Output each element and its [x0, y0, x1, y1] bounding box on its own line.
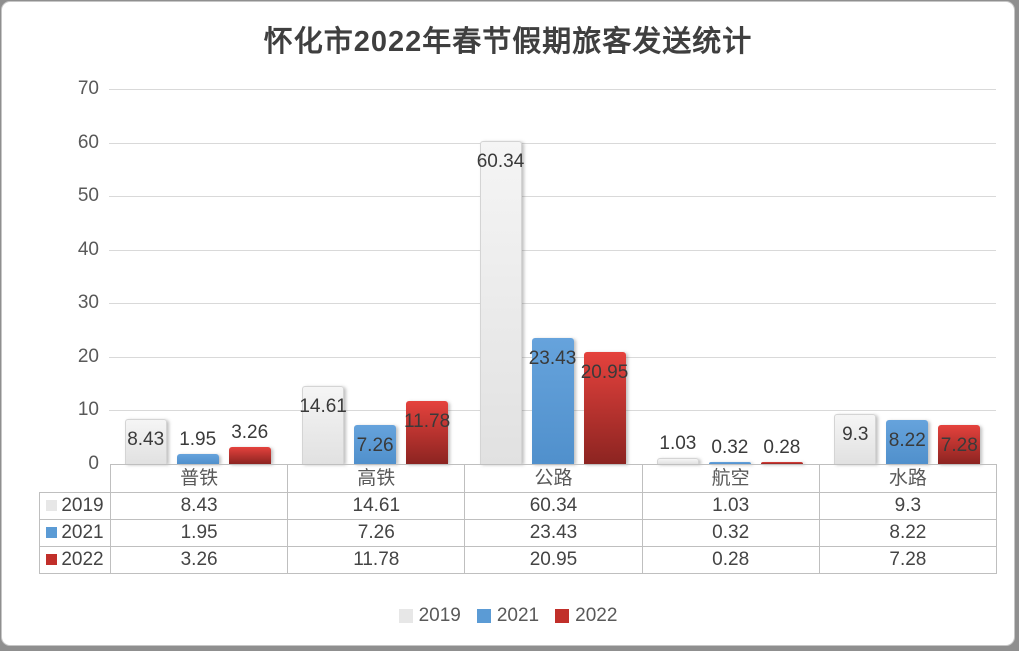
table-value-cell: 11.78: [287, 546, 466, 574]
table-category-header: 水路: [818, 464, 998, 493]
y-tick-label: 0: [88, 453, 99, 474]
bar-2022-公路: [583, 352, 626, 464]
bar-2022-水路: [938, 425, 981, 464]
y-tick-label: 30: [77, 292, 99, 314]
legend-label: 2022: [575, 605, 618, 626]
table-value-cell: 60.34: [464, 492, 643, 520]
y-tick-label: 70: [77, 78, 99, 99]
bar-2021-公路: [531, 338, 574, 464]
bar-2019-普铁: [124, 419, 167, 464]
bar-2019-高铁: [302, 386, 345, 464]
chart-legend: 2019 2021 2022: [2, 605, 1014, 627]
table-row: 2022 3.26 11.78 20.95 0.28 7.28: [39, 546, 998, 574]
legend-label: 2019: [418, 605, 461, 626]
legend-swatch-icon: [555, 609, 570, 623]
bar-value-label: 7.26: [356, 435, 394, 456]
table-value-cell: 8.43: [109, 492, 289, 520]
table-corner-cell: [40, 465, 111, 493]
table-row: 2021 1.95 7.26 23.43 0.32 8.22: [39, 519, 998, 547]
table-category-header: 普铁: [109, 464, 289, 493]
table-value-cell: 9.3: [818, 492, 998, 520]
plot-area: 8.43 1.95 3.26 14.61 7.26 11.78 60.34 23.43 20.9…: [109, 89, 996, 464]
table-category-header: 航空: [641, 464, 820, 493]
table-value-cell: 20.95: [464, 546, 643, 574]
table-series-header: 2022: [39, 546, 111, 574]
gridline: [109, 303, 996, 305]
table-value-cell: 1.95: [109, 519, 289, 547]
bar-value-label: 1.03: [659, 433, 697, 454]
table-series-header: 2019: [39, 492, 111, 520]
table-row: 2019 8.43 14.61 60.34 1.03 9.3: [39, 492, 998, 520]
table-value-cell: 14.61: [287, 492, 466, 520]
bar-2021-高铁: [354, 425, 397, 464]
y-tick-label: 40: [77, 238, 99, 260]
table-value-cell: 23.43: [464, 519, 643, 547]
bar-2021-航空: [708, 462, 751, 464]
legend-label: 2021: [496, 605, 540, 626]
gridline: [109, 142, 996, 144]
series-color-swatch-icon: [46, 500, 58, 511]
table-category-header: 高铁: [287, 464, 466, 493]
bar-2021-水路: [886, 420, 929, 464]
y-tick-label: 60: [77, 131, 99, 153]
table-category-header: 公路: [464, 464, 643, 493]
series-color-swatch-icon: [46, 527, 58, 538]
legend-swatch-icon: [398, 609, 413, 623]
bar-2021-普铁: [176, 454, 219, 464]
legend-item-2022: 2022: [555, 605, 617, 627]
gridline: [109, 196, 996, 198]
bar-value-label: 7.28: [940, 435, 978, 456]
bar-value-label: 0.28: [763, 437, 801, 458]
bar-2019-航空: [656, 458, 699, 464]
series-name: 2022: [61, 549, 104, 570]
bar-2019-公路: [479, 141, 522, 464]
legend-item-2019: 2019: [398, 605, 461, 627]
bar-value-label: 0.32: [711, 437, 749, 458]
y-axis: 70 60 50 40 30 20 10 0: [2, 79, 99, 474]
legend-item-2021: 2021: [476, 605, 540, 627]
legend-swatch-icon: [476, 609, 491, 623]
bar-value-label: 3.26: [231, 422, 269, 443]
bar-value-label: 8.22: [888, 430, 926, 451]
bar-value-label: 60.34: [476, 151, 525, 172]
bar-value-label: 8.43: [127, 429, 165, 450]
series-name: 2019: [61, 495, 104, 516]
table-value-cell: 0.28: [641, 546, 820, 574]
table-value-cell: 0.32: [641, 519, 820, 547]
series-color-swatch-icon: [46, 554, 58, 565]
table-value-cell: 1.03: [641, 492, 820, 520]
gridline: [109, 249, 996, 251]
bar-2022-普铁: [228, 447, 271, 464]
bar-value-label: 1.95: [179, 429, 217, 450]
table-value-cell: 8.22: [818, 519, 998, 547]
bar-value-label: 11.78: [404, 411, 451, 432]
data-table: 普铁 高铁 公路 航空 水路 2019 8.43 14.61 60.34 1.03 9.3 2021 1…: [39, 464, 998, 574]
bar-value-label: 9.3: [842, 424, 869, 445]
table-value-cell: 3.26: [109, 546, 289, 574]
table-value-cell: 7.26: [287, 519, 466, 547]
y-tick-label: 10: [77, 399, 99, 421]
bar-2022-高铁: [406, 401, 449, 464]
table-value-cell: 7.28: [818, 546, 998, 574]
table-series-header: 2021: [39, 519, 111, 547]
y-tick-label: 20: [77, 345, 99, 367]
bar-2019-水路: [834, 414, 877, 464]
bar-value-label: 14.61: [299, 396, 347, 417]
bar-value-label: 20.95: [580, 362, 629, 383]
series-name: 2021: [61, 522, 104, 543]
y-tick-label: 50: [77, 185, 99, 207]
gridline: [109, 89, 996, 90]
bar-2022-航空: [760, 462, 803, 464]
chart-title: 怀化市2022年春节假期旅客发送统计: [263, 26, 753, 58]
bar-value-label: 23.43: [528, 348, 577, 369]
